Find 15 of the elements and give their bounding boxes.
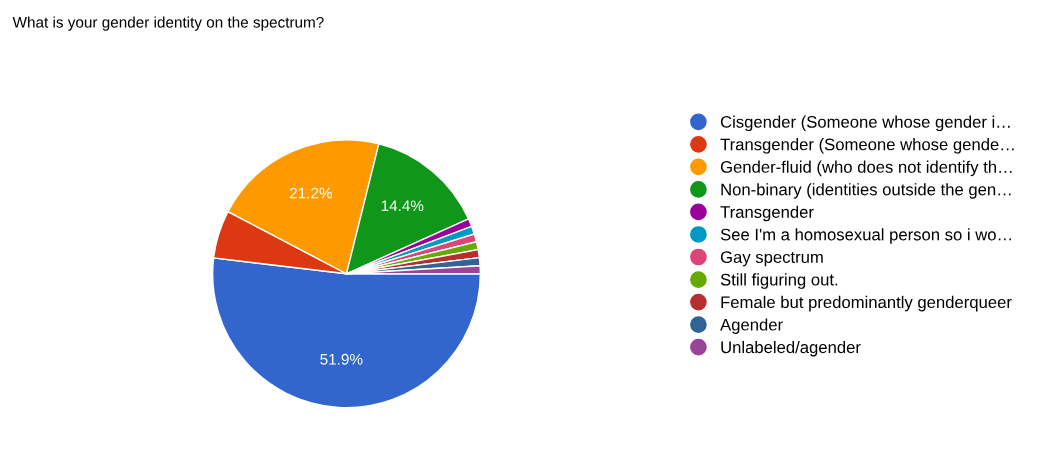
legend-label: Still figuring out. bbox=[720, 273, 838, 289]
data-label: 21.2% bbox=[290, 187, 332, 199]
legend-label: Non-binary (identities outside the gen… bbox=[721, 183, 1011, 199]
data-label: 14.4% bbox=[381, 200, 424, 212]
legend-label: Transgender (Someone whose gende… bbox=[720, 138, 1014, 154]
legend-label: See I'm a homosexual person so i wo… bbox=[720, 228, 1011, 244]
chart-title: What is your gender identity on the spectrum? bbox=[12, 16, 324, 31]
data-label: 51.9% bbox=[320, 353, 363, 365]
legend-label: Unlabeled/agender bbox=[721, 340, 861, 357]
legend-label: Gender-fluid (who does not identify th… bbox=[720, 160, 1012, 177]
legend-label: Gay spectrum bbox=[720, 251, 823, 267]
legend-label: Agender bbox=[720, 318, 783, 334]
legend-label: Transgender bbox=[720, 205, 814, 222]
legend-label: Female but predominantly genderqueer bbox=[721, 295, 1012, 312]
legend-label: Cisgender (Someone whose gender i… bbox=[720, 115, 1010, 132]
